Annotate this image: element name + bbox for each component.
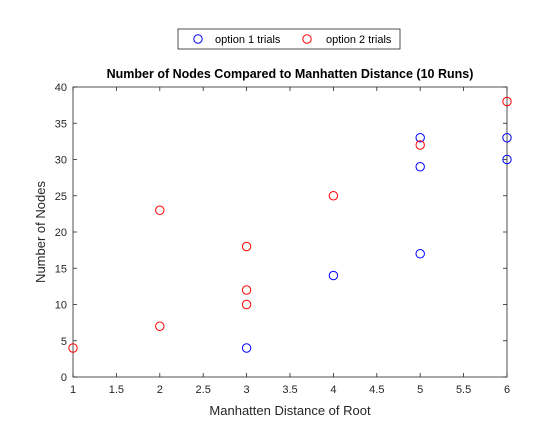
legend-marker-option-1 — [193, 34, 203, 44]
data-point-series-1 — [502, 154, 512, 165]
y-tick-label: 25 — [55, 191, 67, 203]
y-tick-label: 35 — [55, 118, 67, 130]
data-point-series-2 — [241, 285, 252, 295]
y-tick-label: 0 — [61, 372, 67, 384]
data-point-series-2 — [502, 96, 512, 107]
data-point-series-2 — [328, 191, 339, 201]
data-point-series-1 — [241, 343, 252, 353]
y-tick-label: 15 — [55, 263, 67, 275]
chart-title: Number of Nodes Compared to Manhatten Di… — [107, 67, 474, 81]
data-point-series-2 — [241, 299, 252, 310]
data-point-series-2 — [155, 205, 165, 215]
data-point-series-2 — [415, 140, 425, 150]
y-tick-label: 5 — [61, 336, 67, 348]
x-tick-label: 4.5 — [369, 384, 384, 396]
x-tick-label: 5 — [417, 384, 423, 396]
y-tick-label: 20 — [55, 227, 67, 239]
y-axis-label: Number of Nodes — [33, 181, 48, 283]
x-tick-label: 1.5 — [109, 384, 124, 396]
x-tick-label: 6 — [504, 384, 510, 396]
data-point-series-1 — [415, 249, 425, 259]
plot-area — [72, 86, 508, 378]
x-tick-label: 4 — [330, 384, 336, 396]
data-point-series-1 — [415, 133, 425, 143]
x-tick-label: 2 — [157, 384, 163, 396]
x-tick-label: 2.5 — [196, 384, 211, 396]
x-axis: 1 1.5 2 2.5 3 3.5 4 4.5 5 5.5 6 — [70, 87, 510, 396]
data-point-series-2 — [241, 241, 252, 252]
x-tick-label: 3.5 — [282, 384, 297, 396]
y-tick-label: 10 — [55, 300, 67, 312]
x-tick-label: 5.5 — [456, 384, 471, 396]
data-point-series-2 — [155, 321, 165, 331]
legend-box — [177, 28, 401, 50]
x-axis-label: Manhatten Distance of Root — [209, 403, 371, 418]
data-point-series-1 — [415, 162, 425, 172]
legend-label-option-2: option 2 trials — [326, 34, 392, 46]
y-tick-label: 30 — [55, 155, 67, 167]
y-axis: 0 5 10 15 20 25 30 35 40 — [55, 82, 507, 384]
x-tick-label: 3 — [244, 384, 250, 396]
legend: option 1 trials option 2 trials — [177, 28, 401, 50]
legend-label-option-1: option 1 trials — [215, 34, 281, 46]
data-points — [68, 96, 512, 353]
x-tick-label: 1 — [70, 384, 76, 396]
data-point-series-2 — [68, 343, 78, 353]
data-point-series-1 — [502, 133, 512, 143]
legend-marker-option-2 — [302, 34, 312, 44]
data-point-series-1 — [328, 270, 339, 281]
y-tick-label: 40 — [55, 82, 67, 94]
